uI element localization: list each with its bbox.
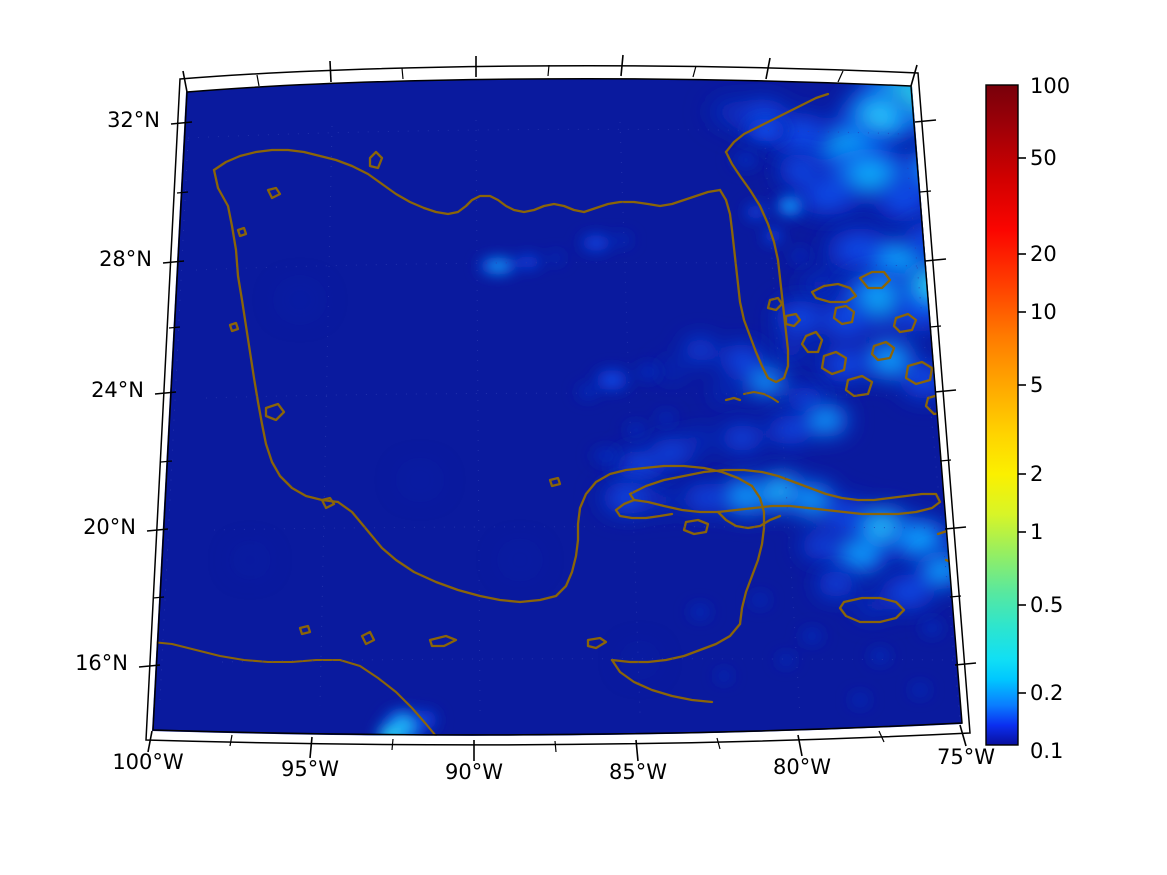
precipitation-field <box>230 78 962 736</box>
map-frame <box>145 64 971 746</box>
lat-label-16n: 16°N <box>75 651 128 675</box>
graticule <box>159 119 961 721</box>
colorbar-label-20: 20 <box>1030 242 1057 266</box>
colorbar-label-2: 2 <box>1030 462 1044 486</box>
lon-label-75w: 75°W <box>937 745 995 769</box>
colorbar-label-10: 10 <box>1030 300 1057 324</box>
lon-label-95w: 95°W <box>281 757 339 781</box>
colorbar-label-0.5: 0.5 <box>1030 593 1064 617</box>
colorbar-label-0.1: 0.1 <box>1030 739 1064 763</box>
lon-label-80w: 80°W <box>773 755 831 779</box>
lon-label-85w: 85°W <box>609 760 667 784</box>
colorbar-label-1: 1 <box>1030 520 1044 544</box>
lon-label-90w: 90°W <box>445 760 503 784</box>
lat-ticks <box>138 121 193 668</box>
colorbar-label-0.2: 0.2 <box>1030 681 1064 705</box>
lat-label-24n: 24°N <box>91 378 144 402</box>
right-ticks <box>914 119 977 666</box>
lon-label-100w: 100°W <box>112 750 184 774</box>
colorbar-label-100: 100 <box>1030 74 1071 98</box>
lat-label-20n: 20°N <box>83 515 136 539</box>
map-data-layer <box>152 78 962 736</box>
colorbar-label-5: 5 <box>1030 373 1044 397</box>
lon-ticks <box>147 724 967 762</box>
lat-label-32n: 32°N <box>107 108 160 132</box>
top-ticks <box>182 54 918 93</box>
colorbar-label-50: 50 <box>1030 146 1057 170</box>
lat-label-28n: 28°N <box>99 247 152 271</box>
